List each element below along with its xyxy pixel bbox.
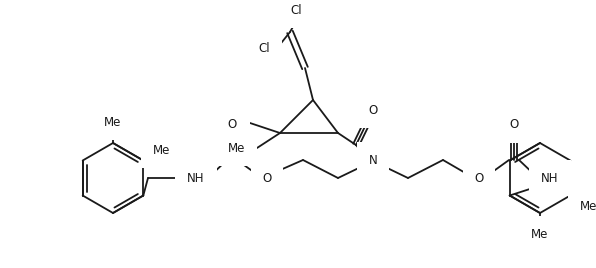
Text: Me: Me xyxy=(580,199,596,213)
Text: O: O xyxy=(228,118,237,132)
Text: Cl: Cl xyxy=(258,42,270,54)
Text: O: O xyxy=(262,172,272,184)
Text: Me: Me xyxy=(221,117,238,129)
Text: Cl: Cl xyxy=(290,3,302,17)
Text: Me: Me xyxy=(104,116,122,128)
Text: Me: Me xyxy=(228,142,245,154)
Text: O: O xyxy=(368,103,378,117)
Text: Me: Me xyxy=(531,228,549,240)
Text: NH: NH xyxy=(541,172,559,184)
Text: N: N xyxy=(368,154,377,166)
Text: O: O xyxy=(510,118,519,132)
Text: Me: Me xyxy=(153,143,170,157)
Text: O: O xyxy=(474,172,483,184)
Text: NH: NH xyxy=(187,172,205,184)
